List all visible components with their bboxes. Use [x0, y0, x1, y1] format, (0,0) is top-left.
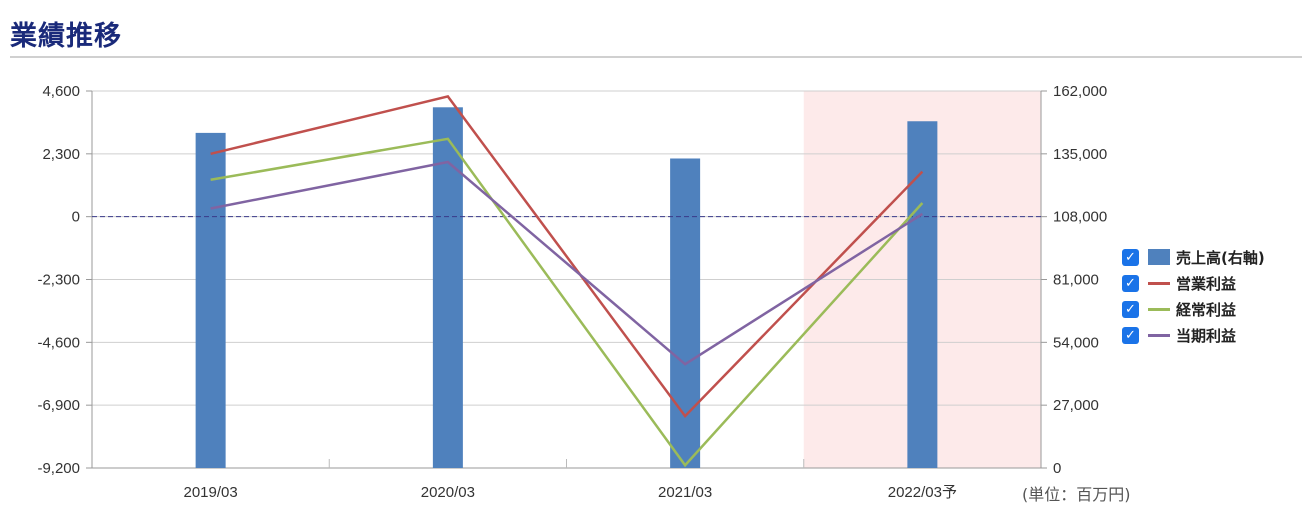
page-title: 業績推移	[10, 21, 122, 52]
left-axis-tick-label: 4,600	[42, 83, 80, 100]
legend-swatch	[1148, 307, 1170, 311]
line-series-operating	[210, 95, 924, 419]
legend-item[interactable]: ✓ 売上高(右軸)	[1122, 244, 1265, 270]
legend-item[interactable]: ✓ 経常利益	[1122, 296, 1265, 322]
left-axis-tick-label: -9,200	[37, 460, 80, 477]
left-axis-tick-label: -4,600	[37, 334, 80, 351]
x-axis-tick-label: 2022/03予	[888, 484, 957, 501]
sales-bar	[195, 132, 226, 468]
right-axis-tick-label: 81,000	[1053, 272, 1099, 289]
right-axis-tick-label: 108,000	[1053, 209, 1107, 226]
right-axis-tick-label: 0	[1053, 460, 1061, 477]
legend-label: 経常利益	[1176, 300, 1237, 319]
line-series-net	[210, 160, 924, 366]
unit-label: (単位：百万円)	[1022, 485, 1131, 504]
legend-item[interactable]: ✓ 営業利益	[1122, 270, 1265, 296]
right-axis-tick-label: 162,000	[1053, 83, 1107, 100]
legend-checkbox[interactable]: ✓	[1122, 274, 1139, 292]
left-axis-tick-label: 2,300	[42, 146, 80, 163]
legend-label: 営業利益	[1176, 274, 1237, 293]
legend-label: 売上高(右軸)	[1176, 248, 1265, 267]
legend-swatch	[1148, 333, 1170, 337]
right-axis-tick-label: 54,000	[1053, 334, 1099, 351]
right-axis-tick-label: 135,000	[1053, 146, 1107, 163]
legend-swatch	[1148, 281, 1170, 285]
legend-label: 当期利益	[1176, 326, 1237, 345]
legend-swatch	[1148, 249, 1170, 265]
x-axis-tick-label: 2021/03	[658, 484, 712, 501]
sales-bar	[670, 158, 701, 468]
legend-checkbox[interactable]: ✓	[1122, 300, 1139, 318]
line-series-ordinary	[210, 137, 924, 468]
right-axis-tick-label: 27,000	[1053, 397, 1099, 414]
left-axis-tick-label: -2,300	[37, 272, 80, 289]
chart-legend: ✓ 売上高(右軸) ✓ 営業利益 ✓ 経常利益 ✓ 当期利益	[1122, 244, 1265, 348]
sales-bar	[907, 121, 938, 469]
x-axis-tick-label: 2020/03	[421, 484, 475, 501]
left-axis-tick-label: 0	[72, 209, 80, 226]
legend-checkbox[interactable]: ✓	[1122, 326, 1139, 344]
sales-bar	[432, 107, 463, 468]
title-divider	[10, 56, 1302, 58]
legend-item[interactable]: ✓ 当期利益	[1122, 322, 1265, 348]
left-axis-tick-label: -6,900	[37, 397, 80, 414]
x-axis-tick-label: 2019/03	[184, 484, 238, 501]
legend-checkbox[interactable]: ✓	[1122, 248, 1139, 266]
